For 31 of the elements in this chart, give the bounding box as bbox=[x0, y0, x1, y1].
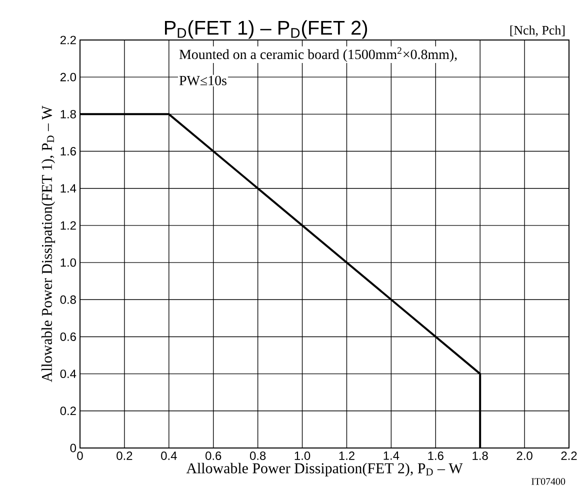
y-tick-label: 1.4 bbox=[60, 184, 76, 192]
y-tick-label: 0.6 bbox=[60, 332, 76, 341]
chart-title: P$_{D}$(FET 1) – P$_{D}$(FET 2) bbox=[165, 20, 368, 39]
y-axis-title: Allowable Power Dissipation(FET 1), P$_{D}$ – W bbox=[41, 106, 56, 382]
x-tick-label: 1.0 bbox=[294, 452, 310, 460]
x-tick-label: 0.8 bbox=[250, 452, 266, 460]
x-tick-label: 1.8 bbox=[472, 452, 488, 460]
y-tick-label: 0.4 bbox=[60, 370, 76, 378]
y-tick-label: 1.6 bbox=[60, 147, 76, 156]
text: IT07400 bbox=[532, 478, 566, 485]
x-tick-label: 2.2 bbox=[561, 452, 577, 460]
x-tick-label: 1.6 bbox=[428, 452, 444, 460]
annotation: Mounted on a ceramic board (1500mm$^{2}$×0.8mm), bbox=[179, 47, 457, 62]
x-axis-title: Allowable Power Dissipation(FET 2), P$_{D}$ – W bbox=[186, 462, 463, 476]
y-tick-label: 2.0 bbox=[60, 72, 76, 82]
y-tick-label: 1.2 bbox=[60, 221, 76, 230]
y-tick-label: 0 bbox=[70, 444, 76, 452]
y-tick-label: 0.2 bbox=[60, 406, 76, 416]
y-tick-label: 0.8 bbox=[60, 295, 76, 304]
annotation: PW≤10s bbox=[179, 76, 226, 86]
x-tick-label: 0 bbox=[77, 452, 83, 460]
x-tick-label: 0.6 bbox=[206, 452, 222, 460]
y-tick-label: 1.8 bbox=[60, 110, 76, 118]
x-tick-label: 1.4 bbox=[384, 452, 400, 460]
x-tick-label: 0.4 bbox=[161, 452, 177, 460]
x-tick-label: 0.2 bbox=[116, 452, 132, 460]
y-tick-label: 2.2 bbox=[60, 36, 76, 44]
x-tick-label: 1.2 bbox=[339, 452, 354, 460]
y-tick-label: 1.0 bbox=[60, 258, 76, 267]
x-tick-label: 2.0 bbox=[516, 452, 532, 460]
text: [Nch, Pch] bbox=[510, 26, 565, 36]
